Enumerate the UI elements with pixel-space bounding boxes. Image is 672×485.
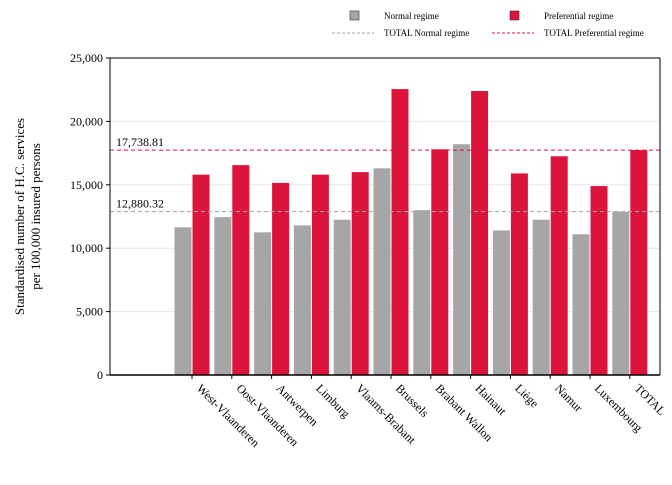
bar-preferential-regime bbox=[351, 172, 369, 375]
bar-normal-regime bbox=[293, 225, 311, 375]
x-axis-ticks: West-VlaanderenOost-VlaanderenAntwerpenL… bbox=[191, 375, 669, 450]
y-axis-label-line: Standardised number of H.C. services bbox=[12, 118, 27, 315]
bar-preferential-regime bbox=[431, 149, 449, 375]
legend: Normal regime Preferential regime TOTAL No… bbox=[332, 10, 644, 38]
legend-swatch-normal-regime bbox=[349, 10, 360, 21]
x-tick-label: Brussels bbox=[393, 381, 432, 420]
bar-normal-regime bbox=[492, 230, 510, 375]
legend-label: Preferential regime bbox=[544, 11, 613, 21]
axes bbox=[109, 57, 661, 376]
bar-preferential-regime bbox=[272, 182, 290, 375]
bar-normal-regime bbox=[174, 227, 192, 375]
bar-preferential-regime bbox=[471, 90, 489, 375]
y-axis-label: Standardised number of H.C. services per … bbox=[12, 118, 43, 315]
legend-label: TOTAL Preferential regime bbox=[544, 28, 644, 38]
bar-normal-regime bbox=[532, 219, 550, 375]
reference-lines: 12,880.32 17,738.81 bbox=[110, 135, 660, 213]
legend-swatch-preferential-regime bbox=[509, 10, 520, 21]
y-tick-label: 5,000 bbox=[76, 305, 103, 319]
reference-line-label: 12,880.32 bbox=[116, 197, 164, 211]
bar-preferential-regime bbox=[550, 156, 568, 375]
y-tick-label: 20,000 bbox=[70, 114, 103, 128]
bar-normal-regime bbox=[612, 211, 630, 375]
y-tick-label: 15,000 bbox=[70, 178, 103, 192]
legend-label: Normal regime bbox=[384, 11, 439, 21]
bar-normal-regime bbox=[214, 217, 232, 375]
bar-preferential-regime bbox=[510, 173, 528, 375]
y-axis-ticks: 0 5,000 10,000 15,000 20,000 25,000 bbox=[70, 51, 110, 382]
bar-normal-regime bbox=[453, 144, 471, 375]
bar-preferential-regime bbox=[232, 165, 250, 375]
bar-normal-regime bbox=[254, 232, 272, 375]
bar-preferential-regime bbox=[311, 174, 329, 375]
x-tick-label: Liège bbox=[512, 381, 541, 410]
x-tick-label: Namur bbox=[552, 381, 585, 414]
x-tick-label: TOTAL bbox=[632, 381, 669, 418]
bars bbox=[174, 89, 648, 375]
y-tick-label: 10,000 bbox=[70, 241, 103, 255]
x-tick-label: Hainaut bbox=[472, 381, 509, 418]
bar-preferential-regime bbox=[590, 186, 608, 375]
y-tick-label: 25,000 bbox=[70, 51, 103, 65]
reference-line-label: 17,738.81 bbox=[116, 135, 164, 149]
bar-normal-regime bbox=[333, 219, 351, 375]
legend-label: TOTAL Normal regime bbox=[384, 28, 469, 38]
bar-normal-regime bbox=[572, 234, 590, 375]
bar-preferential-regime bbox=[391, 89, 409, 375]
bar-preferential-regime bbox=[630, 150, 648, 375]
bar-normal-regime bbox=[373, 168, 391, 375]
bar-preferential-regime bbox=[192, 174, 210, 375]
y-axis-label-line: per 100,000 insured persons bbox=[28, 143, 43, 290]
x-tick-label: Limburg bbox=[313, 381, 352, 420]
bar-normal-regime bbox=[413, 210, 431, 375]
y-tick-label: 0 bbox=[97, 368, 103, 382]
